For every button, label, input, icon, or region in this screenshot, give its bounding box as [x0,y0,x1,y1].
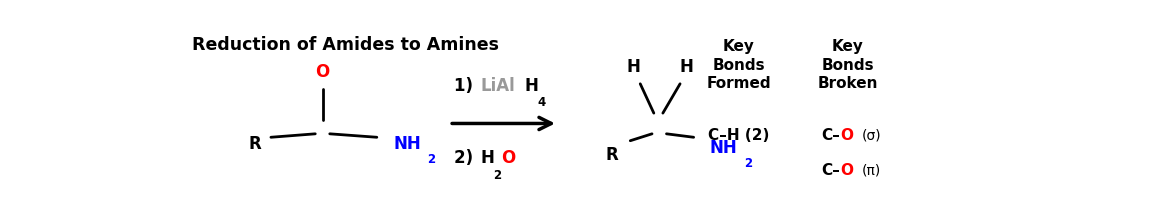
Text: H: H [680,58,694,75]
Text: Reduction of Amides to Amines: Reduction of Amides to Amines [192,35,499,54]
Text: NH: NH [394,135,420,153]
Text: O: O [840,128,854,143]
Text: O: O [315,63,329,81]
Text: 4: 4 [537,96,545,109]
Text: 2: 2 [744,157,752,170]
Text: Key
Bonds
Formed: Key Bonds Formed [707,39,771,91]
Text: LiAl: LiAl [481,77,516,95]
Text: O: O [840,163,854,178]
Text: 2: 2 [494,169,502,182]
Text: (σ): (σ) [862,129,882,142]
Text: NH: NH [710,139,738,157]
Text: C–: C– [821,128,840,143]
Text: C–: C– [821,163,840,178]
Text: C–H (2): C–H (2) [708,128,770,143]
Text: R: R [249,135,260,153]
Text: 1): 1) [453,77,479,95]
Text: Key
Bonds
Broken: Key Bonds Broken [818,39,878,91]
Text: (π): (π) [862,163,882,177]
Text: R: R [606,146,619,164]
Text: 2: 2 [427,153,436,166]
Text: 2): 2) [453,149,479,167]
Text: O: O [501,149,515,167]
Text: H: H [481,149,495,167]
Text: H: H [626,58,640,75]
Text: H: H [524,77,538,95]
